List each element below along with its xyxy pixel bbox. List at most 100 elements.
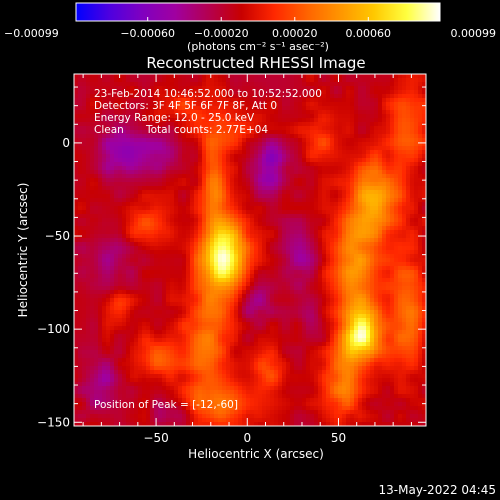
heatmap-cell xyxy=(266,298,271,303)
heatmap-cell xyxy=(122,294,127,299)
heatmap-cell xyxy=(294,138,299,143)
heatmap-cell xyxy=(198,142,203,147)
heatmap-cell xyxy=(346,126,351,131)
heatmap-cell xyxy=(106,226,111,231)
heatmap-cell xyxy=(226,238,231,243)
heatmap-cell xyxy=(274,294,279,299)
heatmap-cell xyxy=(422,130,427,135)
heatmap-cell xyxy=(406,290,411,295)
heatmap-cell xyxy=(250,258,255,263)
heatmap-cell xyxy=(394,158,399,163)
heatmap-cell xyxy=(230,106,235,111)
heatmap-cell xyxy=(338,130,343,135)
heatmap-cell xyxy=(118,122,123,127)
heatmap-cell xyxy=(286,286,291,291)
heatmap-cell xyxy=(382,206,387,211)
heatmap-cell xyxy=(206,214,211,219)
heatmap-cell xyxy=(74,262,79,267)
heatmap-cell xyxy=(86,110,91,115)
heatmap-cell xyxy=(190,294,195,299)
heatmap-cell xyxy=(178,122,183,127)
heatmap-cell xyxy=(402,142,407,147)
heatmap-cell xyxy=(338,198,343,203)
heatmap-cell xyxy=(118,74,123,79)
heatmap-cell xyxy=(254,178,259,183)
heatmap-cell xyxy=(198,150,203,155)
heatmap-cell xyxy=(310,218,315,223)
heatmap-cell xyxy=(314,142,319,147)
heatmap-cell xyxy=(142,258,147,263)
heatmap-cell xyxy=(122,230,127,235)
heatmap-cell xyxy=(358,210,363,215)
heatmap-cell xyxy=(346,102,351,107)
heatmap-cell xyxy=(298,150,303,155)
heatmap-cell xyxy=(74,98,79,103)
heatmap-cell xyxy=(226,134,231,139)
heatmap-cell xyxy=(174,134,179,139)
heatmap-cell xyxy=(186,90,191,95)
heatmap-cell xyxy=(242,178,247,183)
heatmap-cell xyxy=(98,86,103,91)
heatmap-cell xyxy=(418,242,423,247)
heatmap-cell xyxy=(114,274,119,279)
heatmap-cell xyxy=(326,158,331,163)
heatmap-cell xyxy=(382,146,387,151)
heatmap-cell xyxy=(398,282,403,287)
heatmap-cell xyxy=(106,218,111,223)
heatmap-cell xyxy=(282,138,287,143)
heatmap-cell xyxy=(226,242,231,247)
heatmap-cell xyxy=(222,122,227,127)
heatmap-cell xyxy=(306,74,311,79)
heatmap-cell xyxy=(342,198,347,203)
heatmap-cell xyxy=(134,110,139,115)
heatmap-cell xyxy=(126,250,131,255)
heatmap-cell xyxy=(110,298,115,303)
heatmap-cell xyxy=(390,222,395,227)
heatmap-cell xyxy=(334,230,339,235)
heatmap-cell xyxy=(330,78,335,83)
heatmap-cell xyxy=(110,258,115,263)
heatmap-cell xyxy=(334,162,339,167)
heatmap-cell xyxy=(334,174,339,179)
heatmap-cell xyxy=(358,254,363,259)
heatmap-cell xyxy=(178,78,183,83)
heatmap-cell xyxy=(198,238,203,243)
heatmap-cell xyxy=(178,118,183,123)
heatmap-cell xyxy=(250,290,255,295)
heatmap-cell xyxy=(406,258,411,263)
heatmap-cell xyxy=(358,98,363,103)
heatmap-cell xyxy=(294,106,299,111)
heatmap-cell xyxy=(330,174,335,179)
heatmap-cell xyxy=(298,174,303,179)
heatmap-cell xyxy=(422,238,427,243)
heatmap-cell xyxy=(282,270,287,275)
heatmap-cell xyxy=(110,254,115,259)
heatmap-cell xyxy=(358,190,363,195)
heatmap-cell xyxy=(142,154,147,159)
colorbar-units: (photons cm⁻² s⁻¹ asec⁻²) xyxy=(187,40,329,53)
heatmap-cell xyxy=(194,278,199,283)
heatmap-cell xyxy=(122,242,127,247)
heatmap-cell xyxy=(126,126,131,131)
heatmap-cell xyxy=(278,210,283,215)
heatmap-cell xyxy=(82,226,87,231)
heatmap-cell xyxy=(354,118,359,123)
heatmap-cell xyxy=(134,298,139,303)
heatmap-cell xyxy=(390,146,395,151)
heatmap-cell xyxy=(234,166,239,171)
heatmap-cell xyxy=(146,98,151,103)
heatmap-cell xyxy=(118,218,123,223)
heatmap-cell xyxy=(366,206,371,211)
heatmap-cell xyxy=(386,130,391,135)
heatmap-cell xyxy=(74,246,79,251)
heatmap-cell xyxy=(290,294,295,299)
heatmap-cell xyxy=(278,178,283,183)
heatmap-cell xyxy=(142,262,147,267)
heatmap-cell xyxy=(222,78,227,83)
heatmap-cell xyxy=(210,234,215,239)
heatmap-cell xyxy=(270,230,275,235)
heatmap-cell xyxy=(202,206,207,211)
heatmap-cell xyxy=(262,186,267,191)
heatmap-cell xyxy=(226,198,231,203)
heatmap-cell xyxy=(90,174,95,179)
